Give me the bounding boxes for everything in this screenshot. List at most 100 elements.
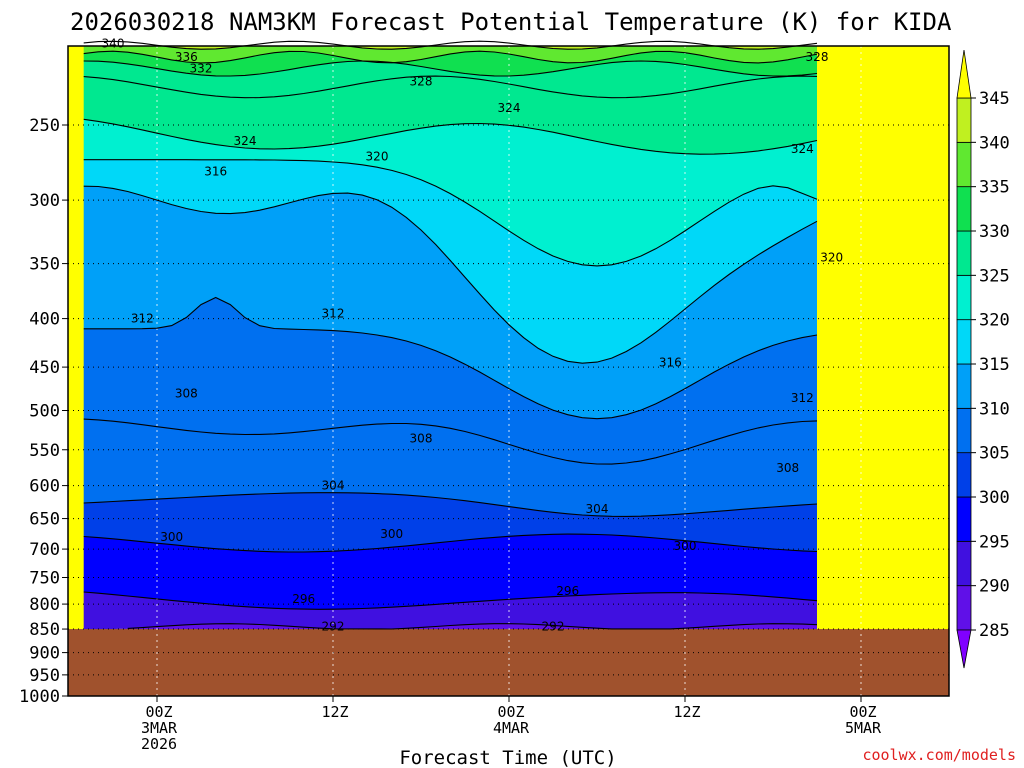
- theta-band: [83, 46, 817, 63]
- contour-label: 320: [366, 150, 389, 164]
- colorbar-tick-label: 300: [979, 488, 1010, 508]
- y-tick-label: 950: [29, 666, 60, 686]
- contour-label: 308: [410, 431, 433, 445]
- contour-label: 292: [322, 620, 345, 634]
- colorbar-tick-label: 315: [979, 355, 1010, 375]
- colorbar-segment: [956, 230, 972, 276]
- y-tick-label: 550: [29, 441, 60, 461]
- colorbar-max-arrow: [956, 49, 972, 99]
- isentrope-line: [83, 418, 818, 465]
- colorbar-segment: [956, 141, 972, 188]
- contour-label: 328: [806, 50, 829, 64]
- x-tick-label: 00Z: [145, 703, 172, 721]
- colorbar-tick-label: 335: [979, 178, 1010, 198]
- colorbar-segment: [956, 585, 972, 631]
- isentrope-line: [83, 533, 818, 553]
- y-tick-label: 400: [29, 310, 60, 330]
- theta-band: [83, 51, 817, 76]
- contour-label: 296: [556, 584, 579, 598]
- isentrope-line: [83, 185, 818, 364]
- y-tick-label: 800: [29, 595, 60, 615]
- x-tick-label: 3MAR: [141, 719, 178, 737]
- contour-label: 292: [542, 620, 565, 634]
- isentrope-contours: 292 292 296 296 300 300 300 304 304 308 308 308 312 3…: [83, 36, 843, 634]
- isentrope-line: [83, 492, 818, 517]
- isentrope-line: [127, 623, 818, 630]
- colorbar: 285 290 295 300 305 310 315 320 325 330 335 340 345: [956, 49, 1010, 669]
- x-axis-title: Forecast Time (UTC): [399, 747, 616, 768]
- y-tick-label: 650: [29, 510, 60, 530]
- colorbar-tick-label: 340: [979, 133, 1010, 153]
- colorbar-tick-label: 325: [979, 266, 1010, 286]
- colorbar-tick-label: 285: [979, 621, 1010, 641]
- contour-label: 304: [586, 502, 609, 516]
- colorbar-segment: [956, 452, 972, 498]
- ground-mask: [68, 629, 949, 696]
- x-tick-label: 12Z: [321, 703, 348, 721]
- y-tick-label: 900: [29, 644, 60, 664]
- isentrope-line: [83, 118, 818, 155]
- colorbar-segment: [956, 496, 972, 542]
- y-tick-label: 250: [29, 116, 60, 136]
- theta-band: [83, 76, 817, 155]
- x-tick-label: 2026: [141, 735, 177, 753]
- x-tick-label: 5MAR: [845, 719, 882, 737]
- colorbar-tick-label: 345: [979, 89, 1010, 109]
- y-tick-label: 750: [29, 569, 60, 589]
- contour-label: 324: [234, 134, 257, 148]
- contour-label: 332: [190, 62, 213, 76]
- y-tick-label: 600: [29, 477, 60, 497]
- contour-label: 300: [380, 527, 403, 541]
- theta-band: [83, 419, 817, 517]
- contour-label: 316: [659, 356, 682, 370]
- theta-band: [83, 186, 817, 419]
- x-tick-label: 00Z: [849, 703, 876, 721]
- colorbar-segment: [956, 186, 972, 232]
- colorbar-segment: [956, 540, 972, 587]
- y-tick-label: 700: [29, 540, 60, 560]
- colorbar-segment: [956, 274, 972, 321]
- colorbar-segment: [956, 363, 972, 409]
- contour-label: 324: [498, 101, 521, 115]
- theta-band: [83, 534, 817, 610]
- contour-label: 308: [175, 387, 198, 401]
- contour-label: 312: [322, 306, 345, 320]
- x-tick-label: 00Z: [497, 703, 524, 721]
- theta-band: [83, 297, 817, 465]
- theta-band: [83, 61, 817, 98]
- isentrope-line: [83, 40, 818, 50]
- contour-label: 312: [791, 391, 814, 405]
- theta-band: [83, 592, 817, 630]
- contour-label: 328: [410, 75, 433, 89]
- colorbar-tick-label: 305: [979, 444, 1010, 464]
- colorbar-tick-label: 295: [979, 532, 1010, 552]
- contour-label: 320: [820, 251, 843, 265]
- colorbar-tick-label: 320: [979, 311, 1010, 331]
- colorbar-segment: [956, 319, 972, 365]
- y-tick-label: 500: [29, 402, 60, 422]
- isentrope-line: [83, 75, 818, 99]
- contour-label: 312: [131, 312, 154, 326]
- isentrope-line: [83, 296, 818, 420]
- theta-band: [83, 492, 817, 552]
- colorbar-min-arrow: [956, 629, 972, 669]
- contour-label: 300: [674, 539, 697, 553]
- isentrope-line: [83, 50, 818, 64]
- credit-text: coolwx.com/models: [862, 746, 1016, 764]
- colorbar-tick-label: 290: [979, 577, 1010, 597]
- y-tick-label: 300: [29, 191, 60, 211]
- contour-label: 340: [102, 36, 125, 50]
- colorbar-tick-label: 330: [979, 222, 1010, 242]
- contour-label: 324: [791, 142, 814, 156]
- isentrope-line: [83, 159, 818, 267]
- y-axis: 250 300 350 400 450 500 550 600 650 700 750 800 850 9…: [19, 116, 68, 707]
- contour-label: 304: [322, 479, 345, 493]
- theta-band: [83, 119, 817, 266]
- chart-title: 2026030218 NAM3KM Forecast Potential Tem…: [70, 8, 952, 36]
- y-tick-label: 350: [29, 255, 60, 275]
- contour-label: 336: [175, 50, 198, 64]
- x-tick-label: 12Z: [673, 703, 700, 721]
- isentrope-line: [83, 591, 818, 610]
- colorbar-segment: [956, 407, 972, 454]
